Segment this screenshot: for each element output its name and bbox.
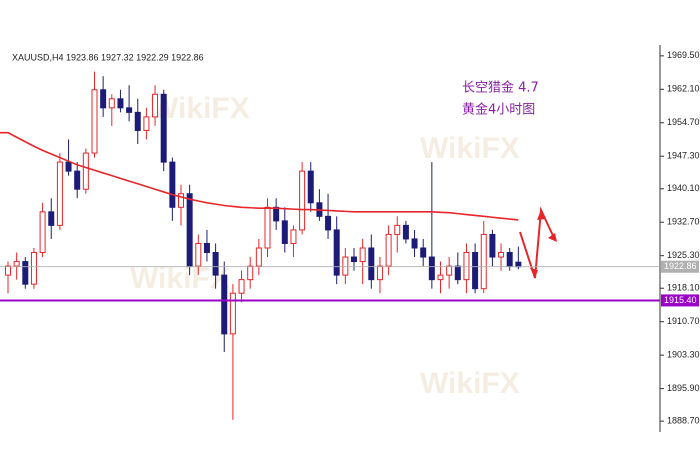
- candle-body: [22, 261, 29, 285]
- y-tick-label: 1962.10: [667, 84, 700, 94]
- candle-body: [506, 252, 513, 267]
- candle-body: [203, 242, 210, 254]
- candle-body: [108, 98, 115, 109]
- annotation: 黄金4小时图: [462, 102, 535, 118]
- y-tick-label: 1947.30: [667, 151, 700, 161]
- candle-body: [437, 274, 444, 281]
- y-tick-label: 1940.10: [667, 183, 700, 193]
- candle-body: [515, 261, 522, 268]
- y-tick-label: 1969.50: [667, 50, 700, 60]
- candle-body: [359, 247, 366, 263]
- candle-body: [160, 93, 167, 163]
- candle-body: [454, 265, 461, 281]
- candle-body: [30, 252, 37, 285]
- arrow-head: [548, 233, 557, 242]
- candle-body: [264, 206, 271, 249]
- price-label: 1915.40: [664, 295, 697, 305]
- candle-body: [100, 89, 107, 109]
- candle-body: [5, 265, 11, 276]
- price-label-box: [661, 260, 699, 273]
- y-tick-label: 1932.70: [667, 217, 700, 227]
- y-tick-label: 1918.10: [667, 283, 700, 293]
- candle-body: [307, 170, 314, 204]
- candle-body: [290, 229, 297, 244]
- annotation: 长空猎金 4.7: [462, 80, 539, 96]
- candle-body: [82, 152, 89, 190]
- candle-body: [480, 233, 487, 290]
- chart-title: XAUUSD,H4 1923.86 1927.32 1922.29 1922.8…: [12, 52, 204, 62]
- candle-body: [446, 265, 453, 276]
- candle-body: [463, 252, 470, 281]
- watermark: WikiFX: [420, 132, 520, 165]
- candle-body: [420, 247, 427, 258]
- watermark: WikiFX: [420, 367, 520, 400]
- candle-body: [402, 224, 409, 240]
- candle-body: [178, 193, 184, 208]
- candle-body: [333, 229, 340, 276]
- y-tick-label: 1925.30: [667, 250, 700, 260]
- candle-body: [385, 233, 392, 267]
- candle-body: [143, 116, 150, 131]
- candle-body: [65, 161, 72, 172]
- y-tick-label: 1910.70: [667, 316, 700, 326]
- candle-body: [498, 252, 505, 258]
- candle-body: [91, 89, 98, 154]
- price-label-box: [661, 294, 699, 307]
- candle-body: [472, 252, 479, 290]
- candle-body: [489, 233, 496, 258]
- candle-body: [368, 247, 375, 281]
- candle-body: [376, 265, 383, 281]
- candle-body: [39, 211, 46, 254]
- candle-body: [152, 93, 159, 118]
- candle-body: [195, 242, 202, 267]
- candle-body: [428, 256, 435, 281]
- y-tick-label: 1895.90: [667, 383, 700, 393]
- candle-body: [74, 170, 81, 190]
- y-tick-label: 1888.70: [667, 416, 700, 426]
- candle-body: [394, 224, 401, 235]
- arrow-head: [530, 268, 538, 278]
- y-tick-label: 1903.30: [667, 350, 700, 360]
- price-label: 1922.86: [664, 261, 697, 271]
- arrow-path: [519, 206, 556, 279]
- candle-body: [255, 247, 262, 267]
- candle-body: [56, 161, 63, 226]
- candle-body: [221, 274, 228, 335]
- candle-body: [229, 292, 236, 335]
- moving-average: [0, 131, 519, 221]
- candle-body: [134, 111, 141, 131]
- arrow-head: [537, 210, 545, 220]
- candle-body: [13, 261, 20, 267]
- candle-body: [48, 211, 55, 226]
- candle-body: [186, 193, 193, 267]
- candle-body: [299, 170, 306, 231]
- candle-body: [281, 220, 288, 244]
- candle-body: [342, 256, 349, 276]
- candle-body: [126, 107, 133, 113]
- candle-body: [117, 98, 124, 109]
- y-tick-label: 1954.70: [667, 117, 700, 127]
- candle-body: [212, 252, 219, 276]
- candle-body: [238, 279, 245, 294]
- candle-body: [325, 215, 332, 231]
- candle-body: [169, 161, 176, 208]
- candle-body: [351, 256, 357, 263]
- candle-body: [411, 238, 418, 249]
- candle-body: [273, 206, 280, 222]
- candle-body: [247, 265, 254, 281]
